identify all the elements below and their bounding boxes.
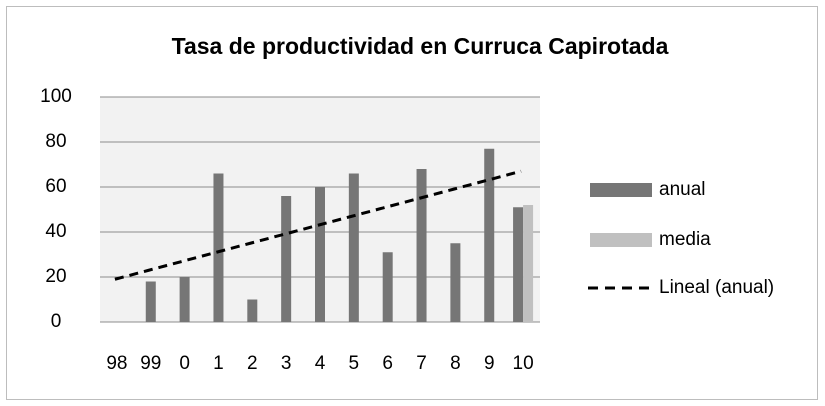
bar xyxy=(416,169,427,322)
legend-label: media xyxy=(659,229,711,250)
bar xyxy=(382,252,393,322)
x-tick-label: 9 xyxy=(484,353,495,374)
x-tick-label: 98 xyxy=(106,353,127,374)
x-tick-label: 3 xyxy=(281,353,292,374)
bar xyxy=(513,207,524,322)
y-tick-label: 100 xyxy=(40,86,72,107)
x-tick-label: 1 xyxy=(213,353,224,374)
legend-swatch xyxy=(590,233,652,247)
bar xyxy=(213,173,224,322)
x-tick-label: 5 xyxy=(349,353,360,374)
y-tick-label: 60 xyxy=(45,176,66,197)
legend-label: anual xyxy=(659,179,706,200)
bar xyxy=(145,281,156,322)
legend-swatch xyxy=(590,183,652,197)
x-tick-label: 7 xyxy=(416,353,427,374)
bar xyxy=(348,173,359,322)
y-tick-label: 40 xyxy=(45,221,66,242)
bar xyxy=(179,277,190,322)
x-tick-label: 2 xyxy=(247,353,258,374)
bar xyxy=(484,148,495,322)
x-tick-label: 6 xyxy=(382,353,393,374)
x-tick-label: 8 xyxy=(450,353,461,374)
x-tick-label: 4 xyxy=(315,353,326,374)
x-tick-label: 0 xyxy=(179,353,190,374)
bar xyxy=(315,187,325,322)
y-tick-label: 0 xyxy=(51,311,62,332)
bar xyxy=(523,205,534,322)
y-tick-label: 80 xyxy=(45,131,66,152)
bar xyxy=(281,196,292,322)
legend-label: Lineal (anual) xyxy=(659,277,774,298)
y-tick-label: 20 xyxy=(45,266,66,287)
x-tick-label: 10 xyxy=(513,353,534,374)
trend-line xyxy=(114,169,522,281)
bar xyxy=(247,299,258,322)
chart-title: Tasa de productividad en Curruca Capirot… xyxy=(172,33,669,59)
bar xyxy=(450,243,461,322)
x-tick-label: 99 xyxy=(140,353,161,374)
